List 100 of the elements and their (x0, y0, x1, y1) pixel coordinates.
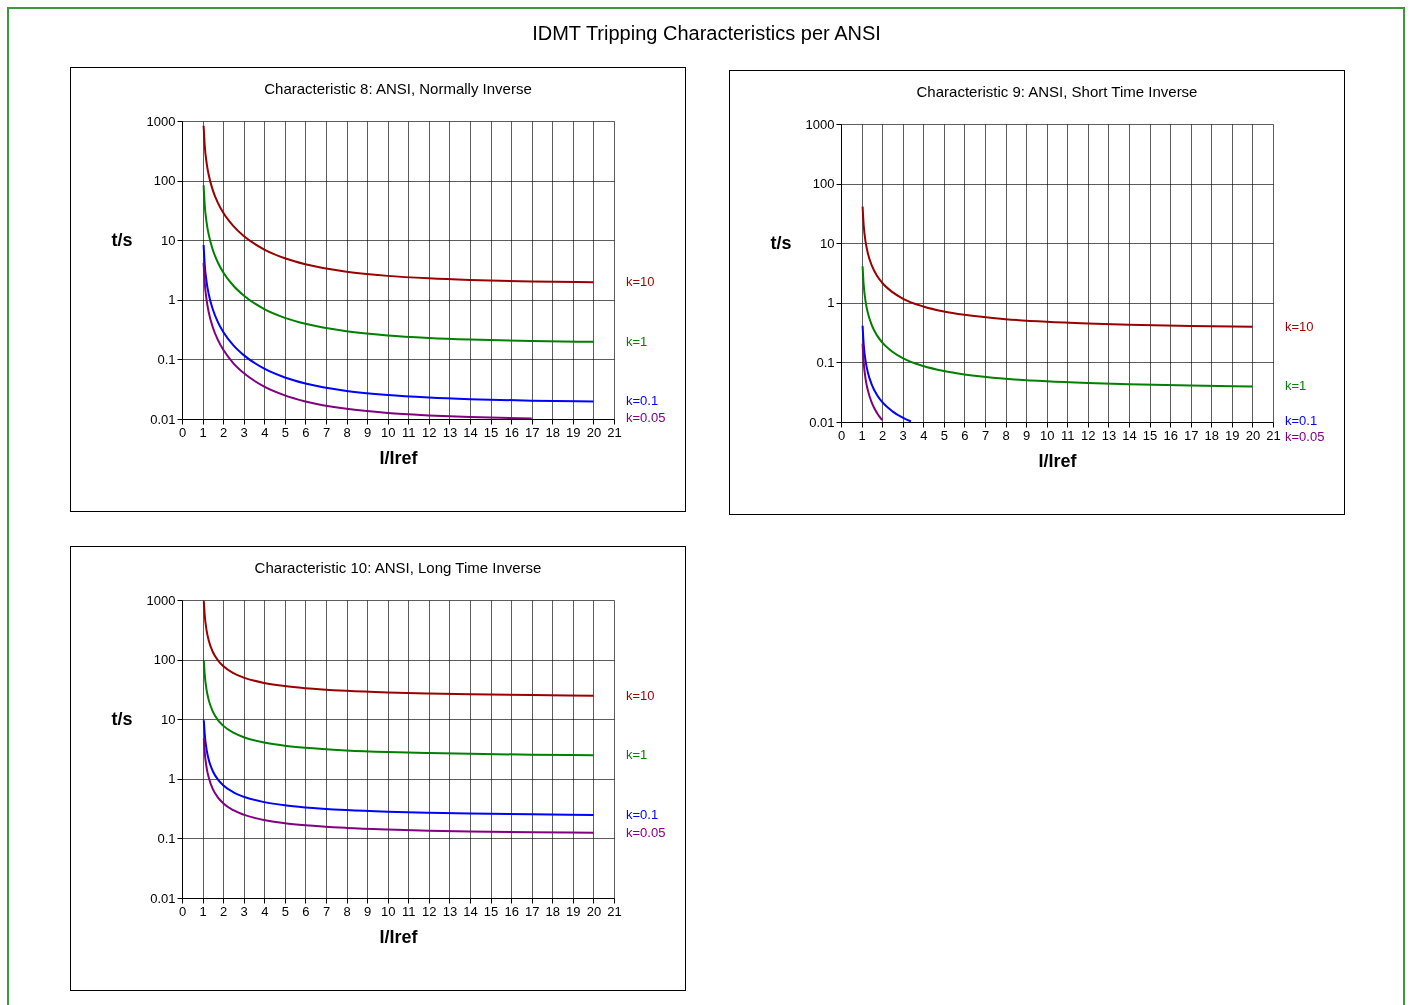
x-tick-label: 6 (961, 427, 969, 443)
text: k=1 (626, 747, 648, 763)
x-tick-label: 16 (504, 424, 519, 440)
x-tick-label: 0 (837, 427, 846, 443)
y-tick-label: 1000 (146, 592, 176, 608)
x-tick-label: 7 (322, 424, 331, 440)
y-tick-label: 1000 (805, 116, 835, 132)
x-tick-label: 16 (1163, 427, 1178, 443)
x-tick-label: 14 (463, 903, 478, 919)
x-axis-title: I/Iref (1038, 450, 1078, 471)
x-tick-label: 5 (281, 424, 289, 440)
text: k=0.1 (626, 393, 659, 409)
x-tick-label: 7 (981, 427, 990, 443)
text: k=0.05 (626, 824, 666, 840)
line-series (202, 600, 595, 697)
x-tick-label: 13 (1101, 427, 1117, 443)
x-tick-label: 21 (607, 424, 622, 440)
y-tick-label: 10 (820, 235, 835, 251)
line-series (202, 243, 595, 403)
line-series (202, 261, 533, 419)
x-tick-label: 19 (566, 903, 581, 919)
line-series (202, 719, 595, 816)
x-tick-label: 5 (281, 903, 289, 919)
x-tick-label: 18 (545, 903, 561, 919)
x-tick-label: 15 (483, 903, 499, 919)
x-tick-label: 1 (199, 903, 207, 919)
chart-title: Characteristic 9: ANSI, Short Time Inverse (916, 83, 1198, 100)
x-tick-label: 11 (402, 424, 416, 440)
line-series (861, 324, 912, 422)
x-axis-title: I/Iref (379, 447, 419, 468)
x-tick-label: 0 (178, 424, 187, 440)
x-tick-label: 8 (343, 903, 351, 919)
y-axis-title: t/s (770, 232, 792, 253)
x-tick-label: 11 (1061, 427, 1075, 443)
x-tick-label: 1 (199, 424, 207, 440)
line-series (202, 184, 595, 343)
x-tick-label: 7 (322, 903, 331, 919)
text: k=0.05 (1285, 429, 1325, 445)
x-tick-label: 16 (504, 903, 519, 919)
x-tick-label: 8 (1002, 427, 1010, 443)
y-tick-label: 10 (161, 711, 176, 727)
x-tick-label: 21 (607, 903, 622, 919)
x-tick-label: 14 (1122, 427, 1137, 443)
y-tick-label: 1000 (146, 113, 176, 129)
x-tick-label: 2 (220, 424, 228, 440)
line-series (861, 342, 884, 422)
x-tick-label: 18 (1204, 427, 1220, 443)
x-tick-label: 2 (879, 427, 887, 443)
x-tick-label: 11 (402, 903, 416, 919)
y-tick-label: 1 (827, 295, 835, 311)
x-tick-label: 3 (899, 427, 907, 443)
line-series (861, 205, 1254, 328)
x-tick-label: 10 (380, 424, 396, 440)
chart-title: Characteristic 10: ANSI, Long Time Inverse (254, 559, 542, 576)
x-tick-label: 4 (261, 903, 269, 919)
x-tick-label: 19 (1225, 427, 1240, 443)
text: k=1 (626, 333, 648, 349)
x-tick-label: 20 (586, 903, 602, 919)
y-tick-label: 0.01 (150, 890, 176, 906)
line-series (861, 265, 1254, 388)
x-tick-label: 9 (1023, 427, 1031, 443)
text: k=0.05 (626, 410, 666, 426)
y-axis-title: t/s (111, 229, 133, 250)
x-tick-label: 13 (442, 903, 458, 919)
x-tick-label: 19 (566, 424, 581, 440)
x-tick-label: 20 (1245, 427, 1261, 443)
y-tick-label: 100 (153, 173, 176, 189)
x-tick-label: 8 (343, 424, 351, 440)
x-tick-label: 12 (422, 424, 437, 440)
text: k=10 (626, 274, 655, 290)
x-tick-label: 20 (586, 424, 602, 440)
x-tick-label: 15 (1142, 427, 1158, 443)
y-tick-label: 0.1 (816, 354, 835, 370)
text: k=1 (1285, 378, 1307, 394)
x-tick-label: 12 (422, 903, 437, 919)
text: k=0.1 (626, 806, 659, 822)
x-tick-label: 9 (364, 903, 372, 919)
x-tick-label: 5 (940, 427, 948, 443)
x-tick-label: 10 (380, 903, 396, 919)
x-tick-label: 0 (178, 903, 187, 919)
x-axis-title: I/Iref (379, 926, 419, 947)
x-tick-label: 6 (302, 424, 310, 440)
y-tick-label: 0.01 (809, 414, 835, 430)
x-tick-label: 3 (240, 903, 248, 919)
y-tick-label: 100 (153, 652, 176, 668)
y-tick-label: 1 (168, 292, 176, 308)
x-tick-label: 15 (483, 424, 499, 440)
x-tick-label: 3 (240, 424, 248, 440)
x-tick-label: 17 (524, 903, 540, 919)
x-tick-label: 1 (858, 427, 866, 443)
text: k=0.1 (1285, 413, 1318, 429)
text: IDMT Tripping Characteristics per ANSI (531, 22, 882, 45)
x-tick-label: 9 (364, 424, 372, 440)
x-tick-label: 21 (1266, 427, 1281, 443)
x-tick-label: 12 (1081, 427, 1096, 443)
x-tick-label: 13 (442, 424, 458, 440)
line-series (202, 737, 595, 834)
x-tick-label: 4 (920, 427, 928, 443)
text: k=10 (626, 687, 655, 703)
x-tick-label: 18 (545, 424, 561, 440)
